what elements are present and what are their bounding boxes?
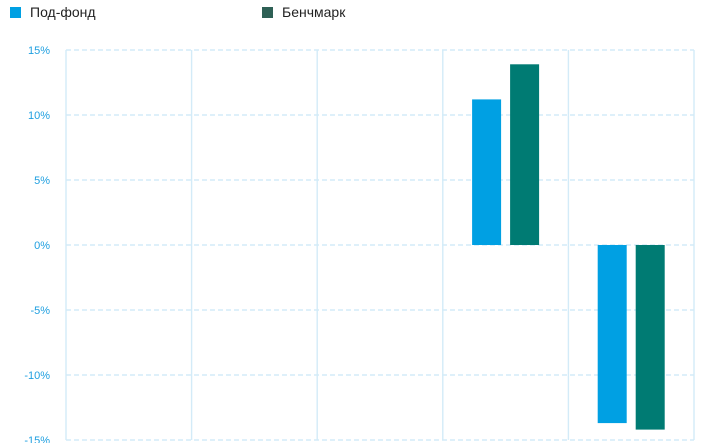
legend: Под-фонд Бенчмарк: [0, 4, 705, 26]
y-tick-label: 0%: [34, 240, 50, 252]
grid: [65, 49, 695, 441]
legend-label-subfund: Под-фонд: [30, 4, 96, 20]
y-tick-label: -15%: [24, 435, 50, 443]
legend-item-benchmark: Бенчмарк: [262, 4, 345, 20]
y-tick-label: -10%: [24, 370, 50, 382]
legend-swatch-benchmark: [262, 6, 273, 18]
legend-item-subfund: Под-фонд: [10, 4, 96, 20]
legend-label-benchmark: Бенчмарк: [282, 4, 346, 20]
y-tick-label: 10%: [28, 110, 50, 122]
bar-benchmark: [510, 64, 540, 245]
bar-subfund: [597, 245, 627, 424]
y-axis-tick-labels: 15% 10% 5% 0% -5% -10% -15%: [24, 45, 50, 443]
y-tick-label: 5%: [34, 175, 50, 187]
bars: [472, 64, 665, 430]
legend-swatch-subfund: [10, 6, 21, 18]
bar-benchmark: [635, 245, 665, 430]
y-tick-label: -5%: [30, 305, 50, 317]
y-tick-label: 15%: [28, 45, 50, 57]
bar-subfund: [472, 99, 502, 246]
